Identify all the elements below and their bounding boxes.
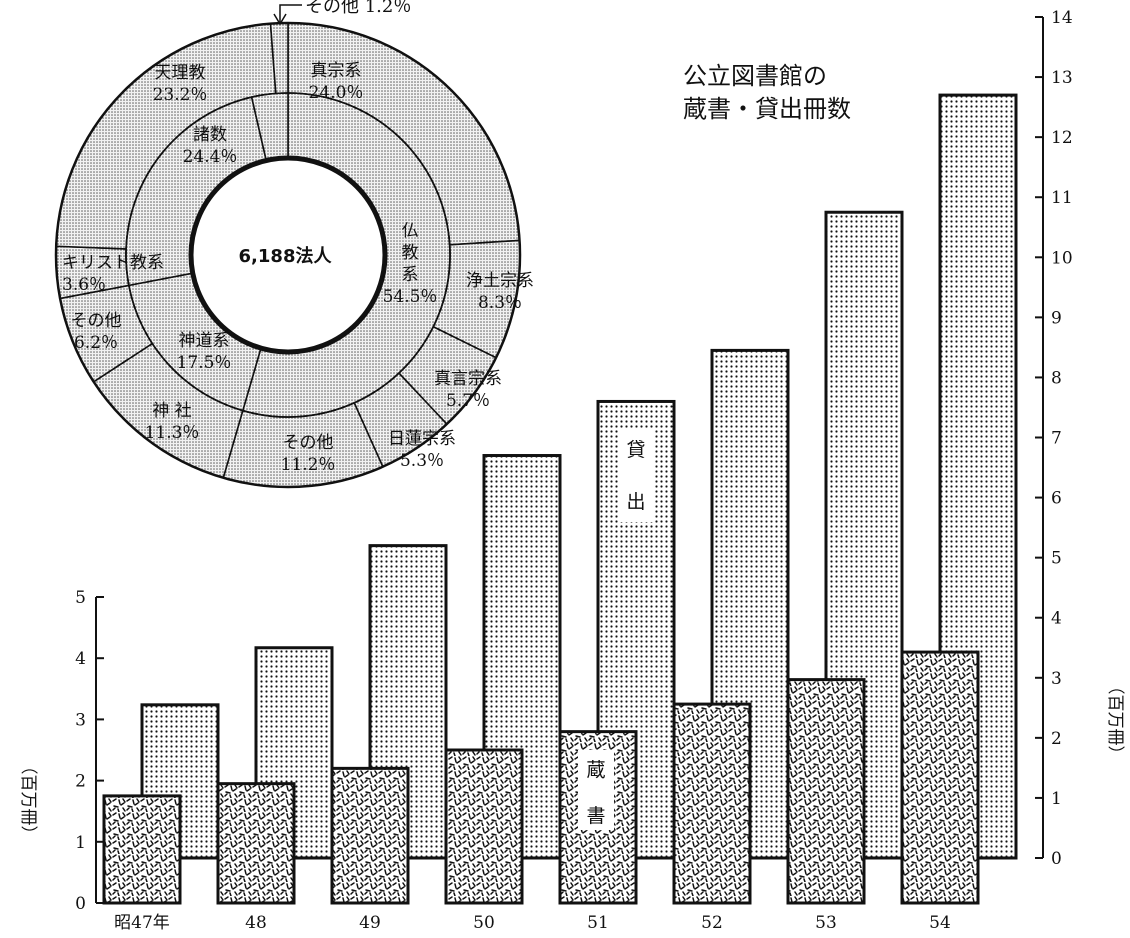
- donut-label: 11.2％: [281, 455, 336, 475]
- donut-label: 23.2％: [153, 85, 208, 105]
- left-tick-label: 4: [75, 649, 86, 669]
- donut-label: 5.3％: [400, 451, 444, 471]
- donut-label: 日蓮宗系: [388, 429, 456, 449]
- donut-center-label: 6,188法人: [239, 245, 333, 267]
- series-label-lending-char-2: 出: [626, 491, 645, 513]
- left-axis: 0 1 2 3 4 5 （百万冊）: [18, 588, 104, 914]
- donut-label: その他: [71, 311, 122, 331]
- left-tick-label: 3: [75, 710, 86, 730]
- x-tick-label: 昭47年: [114, 913, 170, 933]
- x-tick-label: 50: [473, 913, 495, 933]
- x-tick-label: 54: [929, 913, 951, 933]
- left-tick-label: 5: [75, 588, 86, 608]
- right-tick-label: 5: [1051, 549, 1062, 569]
- right-tick-label: 0: [1051, 849, 1062, 869]
- x-tick-label: 49: [359, 913, 381, 933]
- bar-holdings: [900, 650, 980, 905]
- bar-holdings: [786, 678, 866, 905]
- right-tick-label: 13: [1051, 68, 1073, 88]
- donut-label: 神道系: [179, 331, 230, 351]
- bar-chart-title: 公立図書館の 蔵書・貸出冊数: [683, 62, 851, 123]
- donut-callout: その他 1.2％: [273, 0, 411, 26]
- series-label-holdings: 蔵 書: [578, 750, 614, 830]
- donut-outer-border: [54, 21, 522, 489]
- donut-label: 浄土宗系: [466, 271, 534, 291]
- right-tick-label: 14: [1051, 8, 1073, 28]
- donut-label: 3.6％: [62, 275, 106, 295]
- donut-label: 17.5％: [177, 353, 232, 373]
- bar-holdings: [330, 766, 410, 905]
- donut-label: 11.3％: [145, 423, 200, 443]
- donut-chart: [54, 21, 522, 489]
- series-label-lending: 貸 出: [618, 430, 654, 522]
- donut-label: 真言宗系: [434, 369, 502, 389]
- right-tick-label: 1: [1051, 789, 1062, 809]
- donut-label: 諸数: [193, 125, 227, 145]
- donut-ring-border: [125, 92, 451, 418]
- donut-label: 24.4％: [183, 147, 238, 167]
- donut-label: キリスト教系: [62, 253, 164, 273]
- x-axis-labels: 昭47年 48 49 50 51 52 53 54: [114, 913, 951, 933]
- donut-label: 教: [402, 243, 419, 263]
- bar-holdings: [444, 748, 524, 905]
- donut-label: 系: [402, 265, 419, 285]
- bar-title-line-2: 蔵書・貸出冊数: [683, 95, 851, 123]
- bar-holdings: [216, 782, 296, 905]
- donut-label: 24.0％: [309, 83, 364, 103]
- right-tick-label: 3: [1051, 669, 1062, 689]
- left-tick-label: 1: [75, 833, 86, 853]
- bar-holdings: [672, 702, 752, 905]
- right-tick-label: 7: [1051, 429, 1062, 449]
- x-tick-label: 48: [245, 913, 267, 933]
- donut-label: 真宗系: [311, 61, 362, 81]
- right-axis-label: （百万冊）: [1105, 678, 1125, 763]
- donut-hole: [188, 155, 388, 355]
- right-tick-label: 2: [1051, 729, 1062, 749]
- donut-label: 仏: [402, 221, 419, 241]
- x-tick-label: 51: [587, 913, 609, 933]
- series-label-holdings-char-1: 蔵: [586, 759, 605, 781]
- donut-callout-label: その他 1.2％: [305, 0, 411, 17]
- left-axis-label: （百万冊）: [18, 758, 38, 843]
- right-tick-label: 11: [1051, 188, 1073, 208]
- x-tick-label: 53: [815, 913, 837, 933]
- right-tick-label: 10: [1051, 248, 1073, 268]
- series-label-holdings-char-2: 書: [586, 805, 605, 827]
- x-tick-label: 52: [701, 913, 723, 933]
- donut-label: 神 社: [152, 401, 191, 421]
- bar-series-group: [102, 93, 1018, 905]
- right-tick-label: 4: [1051, 609, 1062, 629]
- right-tick-label: 12: [1051, 128, 1073, 148]
- donut-label: 54.5％: [383, 287, 438, 307]
- right-tick-label: 9: [1051, 308, 1062, 328]
- right-tick-label: 8: [1051, 368, 1062, 388]
- donut-label: 5.7％: [446, 391, 490, 411]
- donut-label: 6.2％: [74, 333, 118, 353]
- left-tick-label: 2: [75, 772, 86, 792]
- bar-title-line-1: 公立図書館の: [683, 62, 827, 90]
- right-tick-label: 6: [1051, 489, 1062, 509]
- donut-label: その他: [283, 433, 334, 453]
- donut-label: 天理教: [155, 63, 206, 83]
- donut-label: 8.3％: [478, 293, 522, 313]
- series-label-lending-char-1: 貸: [626, 439, 645, 461]
- bar-holdings: [102, 794, 182, 905]
- left-tick-label: 0: [75, 894, 86, 914]
